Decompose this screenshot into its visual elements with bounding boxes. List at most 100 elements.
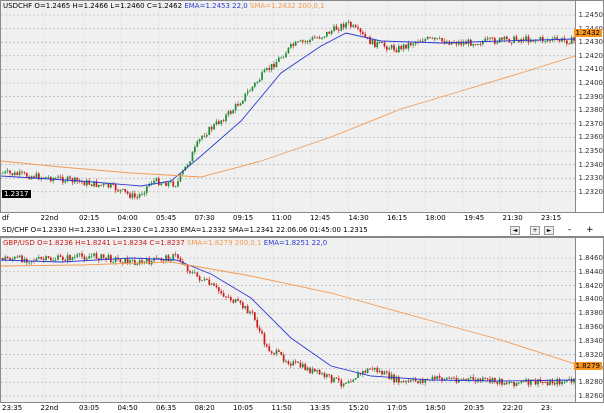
candle xyxy=(450,41,453,45)
candle xyxy=(242,99,244,105)
candle xyxy=(54,257,57,262)
candle xyxy=(78,252,81,258)
candle xyxy=(201,280,203,282)
candle xyxy=(306,40,309,45)
top-price-plot[interactable] xyxy=(1,1,575,213)
bottom-ohlc-h: H=1.8241 xyxy=(75,239,111,247)
bottom-price-axis[interactable]: 1.8460 1.8440 1.8420 1.8400 1.8380 1.8360 1.83… xyxy=(575,238,604,402)
top-chart-panel[interactable]: USDCHF O=1.2465 H=1.2466 L=1.2460 C=1.24… xyxy=(0,0,604,214)
time-tick-label: 03:05 xyxy=(79,404,100,412)
candle xyxy=(482,39,484,47)
time-tick-label: 21:30 xyxy=(502,214,523,222)
candle xyxy=(251,309,254,316)
candle xyxy=(414,377,417,383)
candle xyxy=(542,34,544,44)
candle xyxy=(335,23,338,31)
candle xyxy=(450,376,453,380)
candle xyxy=(393,373,395,385)
candle xyxy=(198,274,201,283)
candle xyxy=(213,282,215,286)
candle xyxy=(40,256,43,260)
candle xyxy=(400,44,403,51)
candle xyxy=(215,118,218,127)
candle xyxy=(333,23,335,33)
candle xyxy=(57,253,59,261)
candle xyxy=(345,382,347,384)
candle xyxy=(38,172,40,181)
time-tick-label: 20:35 xyxy=(464,404,485,412)
time-tick-label: 11:50 xyxy=(271,404,292,412)
candle xyxy=(167,181,170,188)
time-tick-label: 10:05 xyxy=(233,404,254,412)
candle xyxy=(179,256,182,262)
candle xyxy=(47,255,50,260)
bottom-current-price-box: 1.8279 xyxy=(573,362,602,370)
candle xyxy=(196,139,199,148)
time-tick-label: 16:15 xyxy=(387,214,408,222)
candle xyxy=(280,56,283,59)
price-tick-label: 1.2330 xyxy=(578,174,604,183)
candle xyxy=(256,316,259,330)
zoom-in-button[interactable]: + xyxy=(530,226,540,235)
candle xyxy=(378,368,381,374)
candle xyxy=(489,375,491,385)
candle xyxy=(446,39,448,45)
add-panel-button[interactable]: + xyxy=(586,225,594,235)
candle xyxy=(287,359,290,366)
candle xyxy=(26,257,28,266)
scroll-left-button[interactable]: ◄ xyxy=(510,226,520,235)
scroll-right-button[interactable]: ► xyxy=(544,226,554,235)
candle xyxy=(254,82,256,89)
candle xyxy=(496,41,499,45)
candle xyxy=(398,43,400,54)
time-tick-label: 12:45 xyxy=(310,214,331,222)
price-tick-label: 1.2350 xyxy=(578,147,604,155)
candle xyxy=(549,378,551,386)
candle xyxy=(244,305,247,311)
candle xyxy=(26,172,28,178)
candle xyxy=(6,167,9,174)
top-time-axis[interactable]: df 22nd 02:15 04:00 05:45 07:30 09:15 11:00 12:4… xyxy=(0,212,604,223)
candle xyxy=(93,253,95,258)
price-tick-label: 1.8380 xyxy=(578,309,604,318)
candle xyxy=(227,294,230,299)
candle xyxy=(405,44,407,50)
candle xyxy=(455,375,458,384)
candle xyxy=(357,370,359,379)
candle xyxy=(556,376,559,388)
candle xyxy=(292,359,295,367)
candle xyxy=(143,190,146,197)
candle xyxy=(155,254,158,259)
price-tick-label: 1.2420 xyxy=(578,51,604,60)
candle xyxy=(256,81,259,85)
bottom-price-plot[interactable] xyxy=(1,238,575,402)
candle xyxy=(292,42,295,49)
time-tick-label: df xyxy=(2,214,9,222)
bottom-chart-panel[interactable]: GBP/USD O=1.8236 H=1.8241 L=1.8234 C=1.8… xyxy=(0,237,604,403)
bottom-time-axis[interactable]: 23:35 22nd 03:05 04:50 06:35 08:20 10:05 11:50 1… xyxy=(0,402,604,413)
candle xyxy=(438,36,441,40)
candle xyxy=(239,300,242,305)
candle xyxy=(102,182,105,188)
candle xyxy=(426,36,429,40)
candle xyxy=(138,258,141,266)
candle xyxy=(410,378,412,383)
candle xyxy=(244,93,247,102)
candle xyxy=(371,366,374,371)
candle xyxy=(314,368,316,372)
time-tick-label: 09:15 xyxy=(233,214,254,222)
candle xyxy=(268,343,271,352)
candle xyxy=(282,352,285,364)
candle xyxy=(16,170,19,176)
top-symbol: USDCHF xyxy=(3,2,33,10)
candle xyxy=(2,171,4,174)
candle xyxy=(479,41,482,47)
candle xyxy=(234,298,237,304)
zoom-out-button[interactable]: - xyxy=(568,225,572,235)
top-ema-param: 22,0 xyxy=(232,2,248,10)
candle xyxy=(88,253,91,259)
candle xyxy=(206,132,208,138)
candle xyxy=(335,377,338,379)
candle xyxy=(347,379,350,384)
sma-line xyxy=(1,261,575,365)
